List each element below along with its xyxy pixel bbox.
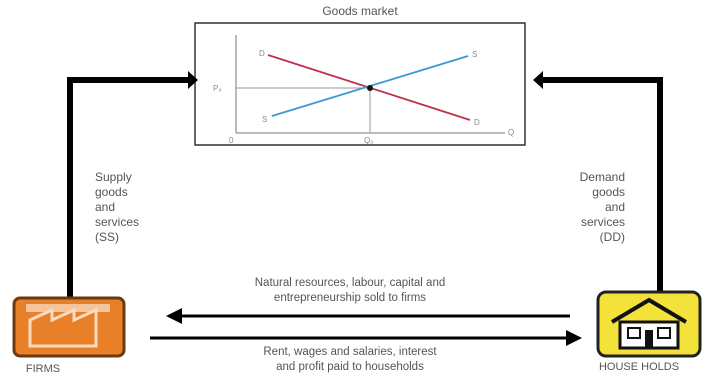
quantity-tick-label: Q₀ [364, 136, 374, 145]
supply-arrowhead [188, 71, 198, 89]
resources-arrowhead [166, 308, 182, 324]
income-flow-label: Rent, wages and salaries, interest and p… [263, 346, 437, 373]
resources-flow-label: Natural resources, labour, capital and e… [254, 277, 446, 304]
demand-flow-arrow [543, 77, 663, 298]
goods-market-title: Goods market [322, 4, 398, 18]
households-label: HOUSE HOLDS [598, 361, 680, 373]
supply-end-label: S [472, 50, 478, 59]
price-tick-label: P₀ [213, 84, 222, 93]
factory-icon [12, 296, 126, 358]
supply-flow-arrow [67, 77, 188, 298]
demand-arrowhead [533, 71, 543, 89]
demand-end-label: D [474, 118, 480, 127]
origin-label: 0 [229, 136, 234, 145]
house-icon [596, 290, 702, 358]
equilibrium-point [367, 85, 373, 91]
demand-start-label: D [259, 49, 265, 58]
supply-goods-label: Supply goods and services (SS) [95, 170, 140, 244]
supply-start-label: S [262, 115, 268, 124]
x-axis-label: Q [508, 128, 515, 137]
firms-label: FIRMS [25, 363, 61, 375]
income-arrowhead [566, 330, 582, 346]
demand-goods-label: Demand goods and services (DD) [579, 170, 625, 244]
